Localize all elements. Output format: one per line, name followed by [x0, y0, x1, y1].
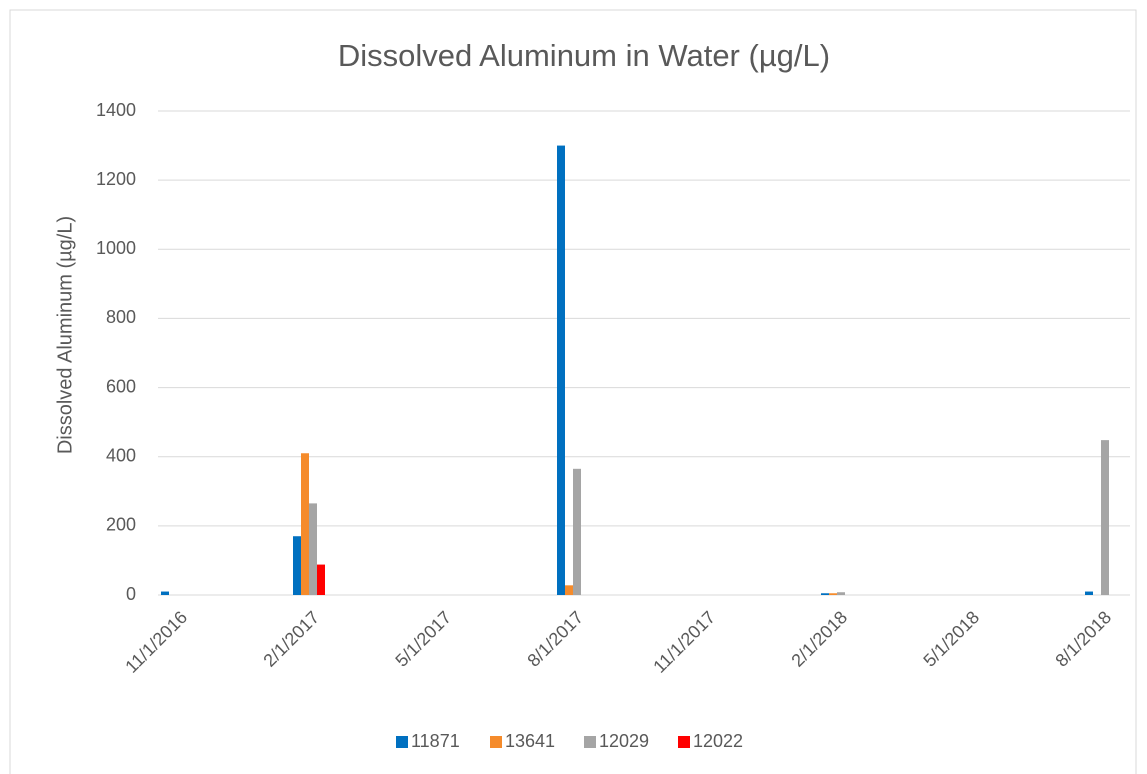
y-tick-label: 800 [106, 307, 136, 327]
legend-label: 11871 [411, 731, 460, 751]
y-tick-label: 1000 [96, 238, 136, 258]
bar [301, 453, 309, 595]
bar [837, 592, 845, 595]
legend-label: 13641 [505, 731, 555, 751]
bar [309, 503, 317, 595]
bar [829, 593, 837, 595]
legend-swatch [490, 736, 502, 748]
bar [573, 468, 581, 595]
bar [565, 585, 573, 595]
bar [821, 593, 829, 595]
y-tick-label: 0 [126, 584, 136, 604]
bar [1101, 440, 1109, 595]
legend-swatch [678, 736, 690, 748]
y-tick-label: 1200 [96, 169, 136, 189]
y-axis-label: Dissolved Aluminum (µg/L) [54, 216, 76, 454]
legend-label: 12029 [599, 731, 649, 751]
legend-swatch [584, 736, 596, 748]
bar [293, 536, 301, 595]
bar [161, 591, 169, 595]
y-tick-label: 1400 [96, 100, 136, 120]
bar [1085, 591, 1093, 595]
bar [317, 564, 325, 595]
y-tick-label: 200 [106, 515, 136, 535]
y-tick-label: 400 [106, 445, 136, 465]
bar [557, 145, 565, 596]
y-tick-label: 600 [106, 376, 136, 396]
legend-label: 12022 [693, 731, 743, 751]
chart-title: Dissolved Aluminum in Water (µg/L) [338, 38, 830, 73]
legend-swatch [396, 736, 408, 748]
chart-border [9, 9, 1137, 774]
